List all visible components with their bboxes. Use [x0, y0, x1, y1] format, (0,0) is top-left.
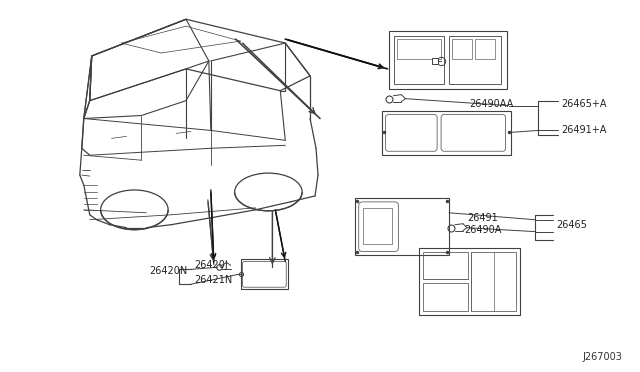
Text: J267003: J267003: [583, 352, 623, 362]
Text: 26490AA: 26490AA: [469, 99, 513, 109]
Text: 26465: 26465: [556, 220, 587, 230]
Bar: [419, 247, 520, 315]
Bar: [475, 39, 495, 59]
Text: 26465+A: 26465+A: [561, 99, 607, 109]
Bar: [449, 36, 500, 84]
Bar: [471, 251, 516, 311]
Bar: [363, 208, 392, 244]
Text: 26490A: 26490A: [464, 225, 501, 235]
Bar: [394, 36, 444, 84]
Text: 26491+A: 26491+A: [561, 125, 607, 135]
Bar: [452, 39, 472, 59]
Bar: [355, 198, 449, 256]
Text: 26491: 26491: [467, 213, 498, 223]
Bar: [397, 39, 441, 59]
Text: 26421N: 26421N: [194, 275, 232, 285]
Bar: [381, 110, 511, 155]
Bar: [390, 31, 507, 89]
Bar: [241, 259, 288, 289]
Bar: [423, 251, 468, 279]
Ellipse shape: [235, 173, 302, 211]
Text: 26420N: 26420N: [149, 266, 188, 276]
Ellipse shape: [100, 190, 168, 230]
Text: 26420J: 26420J: [194, 260, 228, 270]
Bar: [423, 283, 468, 311]
